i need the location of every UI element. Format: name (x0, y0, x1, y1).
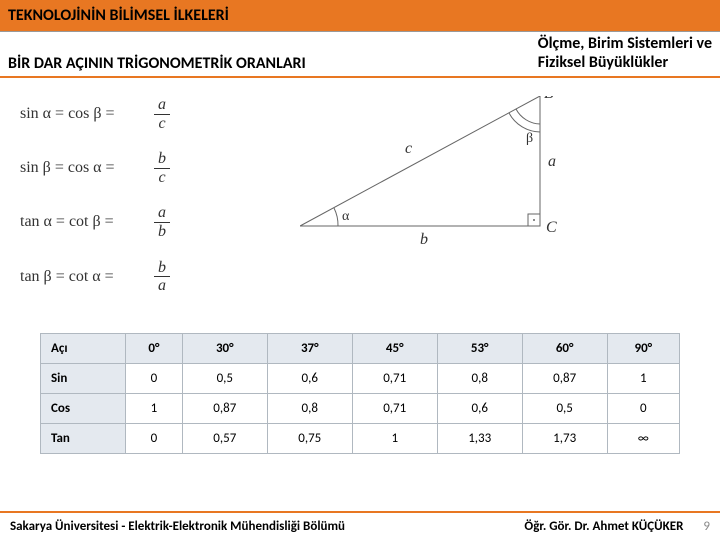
triangle-svg: A B C a b c α β (300, 96, 600, 256)
formula-lhs: tan β = cot α = (20, 268, 150, 286)
formula-lhs: tan α = cot β = (20, 213, 150, 231)
table-cell: Sin (41, 363, 126, 393)
svg-text:β: β (526, 131, 533, 146)
content: sin α = cos β =acsin β = cos α =bctan α … (0, 78, 720, 313)
table-header: 60° (522, 333, 607, 363)
formula-row: tan α = cot β =ab (20, 204, 240, 240)
sub-right: Ölçme, Birim Sistemleri ve Fiziksel Büyü… (538, 34, 712, 72)
table-header: 0° (126, 333, 183, 363)
table-header: 37° (267, 333, 352, 363)
trig-table: Açı0°30°37°45°53°60°90° Sin00,50,60,710,… (40, 333, 680, 454)
table-cell: Cos (41, 393, 126, 423)
table-cell: 1 (126, 393, 183, 423)
table-cell: 0,5 (522, 393, 607, 423)
footer-right: Öğr. Gör. Dr. Ahmet KÜÇÜKER 9 (524, 519, 710, 534)
table-row: Sin00,50,60,710,80,871 (41, 363, 680, 393)
formula-frac: ac (154, 96, 170, 132)
header-title: TEKNOLOJİNİN BİLİMSEL İLKELERİ (8, 6, 229, 25)
table-header: 90° (607, 333, 679, 363)
formula-frac: bc (154, 150, 170, 186)
sub-header: Ölçme, Birim Sistemleri ve Fiziksel Büyü… (0, 32, 720, 78)
header-bar: TEKNOLOJİNİN BİLİMSEL İLKELERİ (0, 0, 720, 32)
table-cell: 0,57 (182, 423, 267, 453)
table-cell: 0,5 (182, 363, 267, 393)
table-cell: 0,8 (437, 363, 522, 393)
table-cell: 0,87 (182, 393, 267, 423)
table-cell: 1 (607, 363, 679, 393)
sub-right-2: Fiziksel Büyüklükler (538, 53, 712, 72)
table-row: Tan00,570,7511,331,73∞ (41, 423, 680, 453)
svg-text:C: C (546, 219, 557, 236)
sub-right-1: Ölçme, Birim Sistemleri ve (538, 34, 712, 53)
table-header: 45° (352, 333, 437, 363)
footer: Sakarya Üniversitesi - Elektrik-Elektron… (0, 511, 720, 540)
table-cell: 1,73 (522, 423, 607, 453)
table-cell: 0,75 (267, 423, 352, 453)
table-cell: 1 (352, 423, 437, 453)
sub-left: BİR DAR AÇININ TRİGONOMETRİK ORANLARI (8, 54, 306, 73)
footer-page: 9 (703, 519, 710, 534)
table-header: Açı (41, 333, 126, 363)
svg-text:B: B (544, 96, 554, 102)
table-cell: 0,71 (352, 393, 437, 423)
table-cell: 0,6 (437, 393, 522, 423)
svg-text:a: a (548, 153, 556, 170)
table-header: 30° (182, 333, 267, 363)
formula-frac: ba (154, 259, 170, 295)
table-cell: ∞ (607, 423, 679, 453)
table-header: 53° (437, 333, 522, 363)
formula-row: tan β = cot α =ba (20, 259, 240, 295)
table-cell: Tan (41, 423, 126, 453)
formulas: sin α = cos β =ac sin β = cos α =bc tan α … (20, 96, 240, 313)
table-cell: 1,33 (437, 423, 522, 453)
table-cell: 0 (126, 363, 183, 393)
table-cell: 0,6 (267, 363, 352, 393)
triangle-area: A B C a b c α β (240, 96, 712, 276)
table-cell: 0 (607, 393, 679, 423)
table-cell: 0,8 (267, 393, 352, 423)
svg-text:α: α (342, 209, 350, 224)
formula-lhs: sin α = cos β = (20, 105, 150, 123)
svg-text:c: c (405, 140, 412, 157)
footer-author: Öğr. Gör. Dr. Ahmet KÜÇÜKER (524, 519, 683, 534)
table-cell: 0,71 (352, 363, 437, 393)
footer-uni: Sakarya Üniversitesi - Elektrik-Elektron… (10, 519, 345, 534)
table-cell: 0 (126, 423, 183, 453)
svg-text:b: b (420, 231, 428, 248)
formula-row: sin β = cos α =bc (20, 150, 240, 186)
formula-frac: ab (154, 204, 170, 240)
trig-table-wrap: Açı0°30°37°45°53°60°90° Sin00,50,60,710,… (40, 333, 680, 454)
formula-lhs: sin β = cos α = (20, 159, 150, 177)
table-row: Cos10,870,80,710,60,50 (41, 393, 680, 423)
formula-row: sin α = cos β =ac (20, 96, 240, 132)
table-cell: 0,87 (522, 363, 607, 393)
